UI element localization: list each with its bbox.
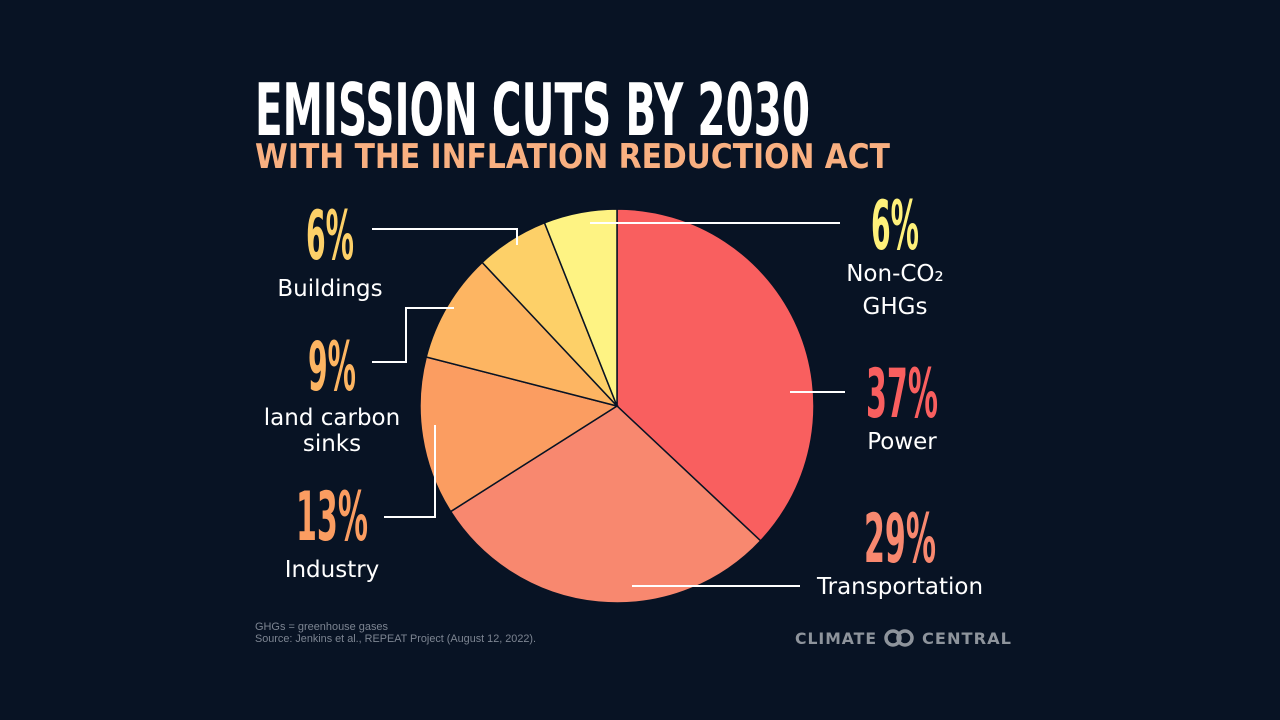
slice-category-label: Industry	[285, 557, 380, 583]
source-note: Source: Jenkins et al., REPEAT Project (…	[255, 633, 536, 645]
slice-value-label: 6%	[306, 197, 354, 276]
pie-slice-non-co-ghgs	[543, 208, 618, 407]
slice-category-label: Buildings	[277, 276, 382, 302]
leader-line	[372, 228, 518, 245]
slice-value-label: 29%	[864, 500, 936, 579]
slice-value-label: 9%	[308, 328, 356, 407]
pie-slices	[419, 208, 815, 604]
slice-category-label: Transportation	[816, 574, 983, 600]
footnote-ghgs: GHGs = greenhouse gases	[255, 621, 388, 633]
climate-central-logo: CLIMATE CENTRAL	[795, 629, 1012, 648]
leader-line	[384, 425, 436, 518]
slice-value-label: 13%	[296, 478, 368, 557]
slice-value-label: 37%	[866, 355, 938, 434]
pie-slice-industry	[419, 356, 619, 513]
slice-category-label: Power	[867, 429, 937, 455]
pie-slice-transportation	[449, 405, 762, 604]
slice-value-label: 6%	[871, 187, 919, 266]
slice-category-label: GHGs	[863, 294, 928, 320]
chart-subtitle: WITH THE INFLATION REDUCTION ACT	[255, 137, 891, 177]
pie-slice-power	[616, 208, 815, 542]
slice-category-label: Non-CO₂	[846, 261, 944, 287]
leader-line	[372, 307, 454, 363]
leader-lines	[372, 222, 845, 587]
logo-text-right: CENTRAL	[922, 629, 1012, 648]
chart-title: EMISSION CUTS BY 2030	[255, 68, 810, 152]
logo-text-left: CLIMATE	[795, 629, 877, 648]
slice-category-label: sinks	[303, 431, 361, 457]
pie-slice-land-carbon-sinks	[425, 261, 620, 408]
slice-labels: 37%Power 29%Transportation 13%Industry 9%la…	[264, 187, 983, 600]
logo-rings-icon	[884, 629, 914, 647]
slice-category-label: land carbon	[264, 405, 400, 431]
